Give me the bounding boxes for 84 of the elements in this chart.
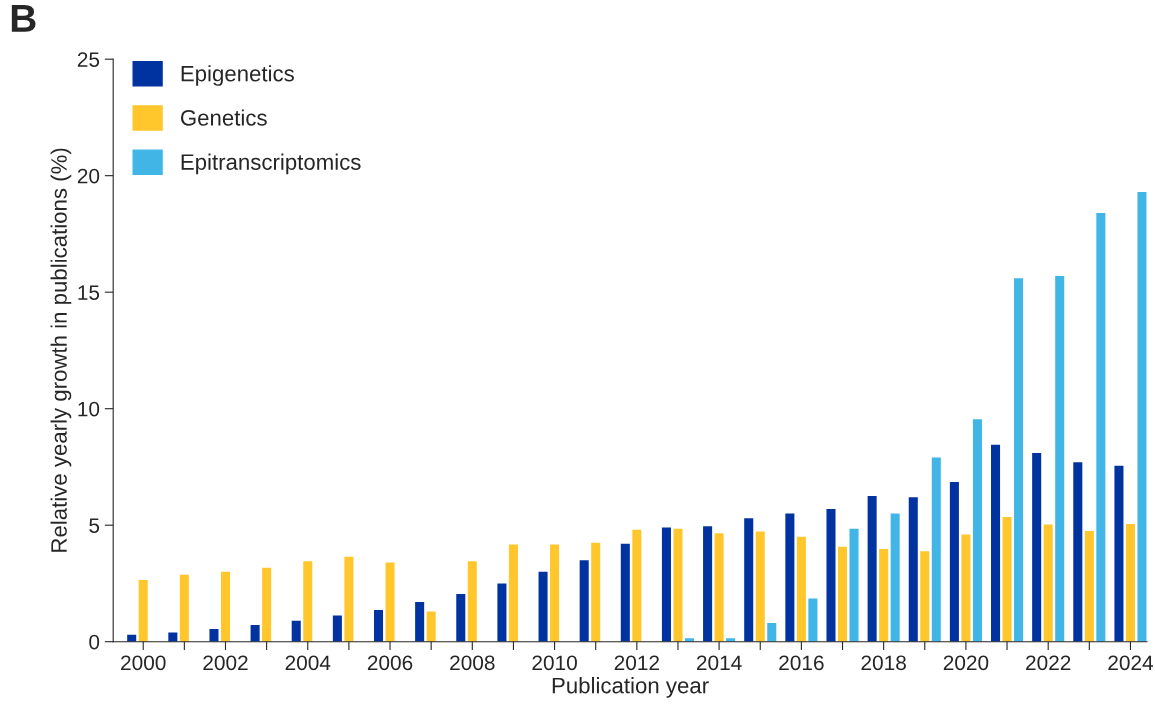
bar [538, 571, 548, 642]
bar [703, 526, 713, 642]
x-tick-label: 2004 [285, 655, 331, 671]
bar [949, 482, 959, 642]
bar [837, 546, 848, 642]
bar [591, 542, 601, 642]
bar [632, 529, 642, 642]
bar [991, 444, 1001, 642]
bar [620, 543, 630, 642]
bar [931, 457, 941, 642]
bar [849, 528, 859, 642]
legend-label: Genetics [180, 109, 267, 126]
bar [579, 560, 589, 642]
y-tick-label: 20 [77, 168, 100, 184]
bar [879, 548, 889, 642]
bar [168, 632, 178, 642]
bar [1125, 524, 1135, 642]
bar [908, 497, 918, 642]
bar [920, 551, 930, 642]
bar [303, 561, 313, 642]
bar [1002, 517, 1012, 642]
bar [972, 419, 982, 642]
bar [1043, 524, 1053, 642]
x-tick-label: 2002 [203, 655, 248, 671]
bar [785, 513, 795, 642]
bar [385, 562, 395, 642]
legend-label: Epitranscriptomics [181, 153, 361, 175]
x-tick-label: 2000 [121, 655, 166, 671]
bar [767, 623, 777, 642]
bar [426, 611, 436, 642]
x-tick-label: 2006 [367, 655, 413, 671]
bar [1137, 191, 1147, 642]
bar [961, 534, 971, 642]
bar [661, 527, 671, 642]
bar [250, 624, 260, 642]
bar [497, 583, 507, 642]
bar [1055, 275, 1065, 642]
y-tick-label: 25 [77, 52, 100, 67]
bar [1114, 465, 1124, 642]
bar [550, 544, 560, 642]
x-tick-label: 2018 [861, 655, 906, 671]
x-tick-label: 2022 [1026, 655, 1071, 671]
y-tick-label: 15 [78, 285, 100, 300]
bar [744, 518, 754, 642]
bar [714, 533, 724, 642]
x-tick-label: 2012 [614, 655, 659, 671]
text: B [11, 4, 36, 32]
bar [867, 496, 877, 642]
x-tick-label: 2014 [696, 655, 742, 671]
y-tick-label: 0 [89, 634, 100, 650]
bar [755, 531, 765, 642]
bar [415, 602, 425, 642]
x-tick-label: 2008 [450, 655, 495, 671]
y-tick-label: 10 [78, 401, 100, 417]
x-tick-label: 2010 [532, 655, 577, 671]
legend-label: Epigenetics [181, 65, 294, 86]
bar [179, 574, 189, 642]
x-axis-title: Publication year [552, 677, 709, 698]
bar [262, 567, 272, 642]
bar [467, 561, 477, 642]
y-tick-label: 5 [89, 518, 100, 533]
bar [138, 579, 148, 642]
bar [508, 544, 518, 642]
y-axis-title: Relative yearly growth in publications (%) [50, 148, 72, 552]
bar [1014, 278, 1024, 642]
x-tick-label: 2020 [943, 655, 989, 671]
x-tick-label: 2024 [1108, 655, 1154, 671]
bar [291, 620, 301, 642]
bar [209, 628, 219, 642]
bar [808, 598, 818, 642]
x-tick-label: 2016 [779, 655, 824, 671]
bar [373, 610, 384, 642]
bar [673, 528, 683, 642]
bar [1032, 452, 1042, 642]
bar [1084, 531, 1094, 642]
bar [1096, 212, 1106, 642]
bar [220, 571, 231, 642]
bar [332, 615, 342, 642]
bar [826, 508, 836, 642]
bar [344, 556, 354, 642]
bar [456, 593, 466, 642]
bar [796, 536, 806, 642]
bar [1073, 462, 1083, 642]
bar [890, 513, 900, 642]
